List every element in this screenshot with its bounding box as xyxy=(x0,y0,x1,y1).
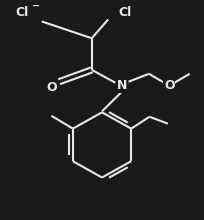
Text: O: O xyxy=(164,79,175,92)
Text: −: − xyxy=(32,1,40,11)
Text: Cl: Cl xyxy=(15,6,29,19)
Text: N: N xyxy=(117,79,128,92)
Text: Cl: Cl xyxy=(118,6,132,19)
Text: O: O xyxy=(47,81,57,94)
